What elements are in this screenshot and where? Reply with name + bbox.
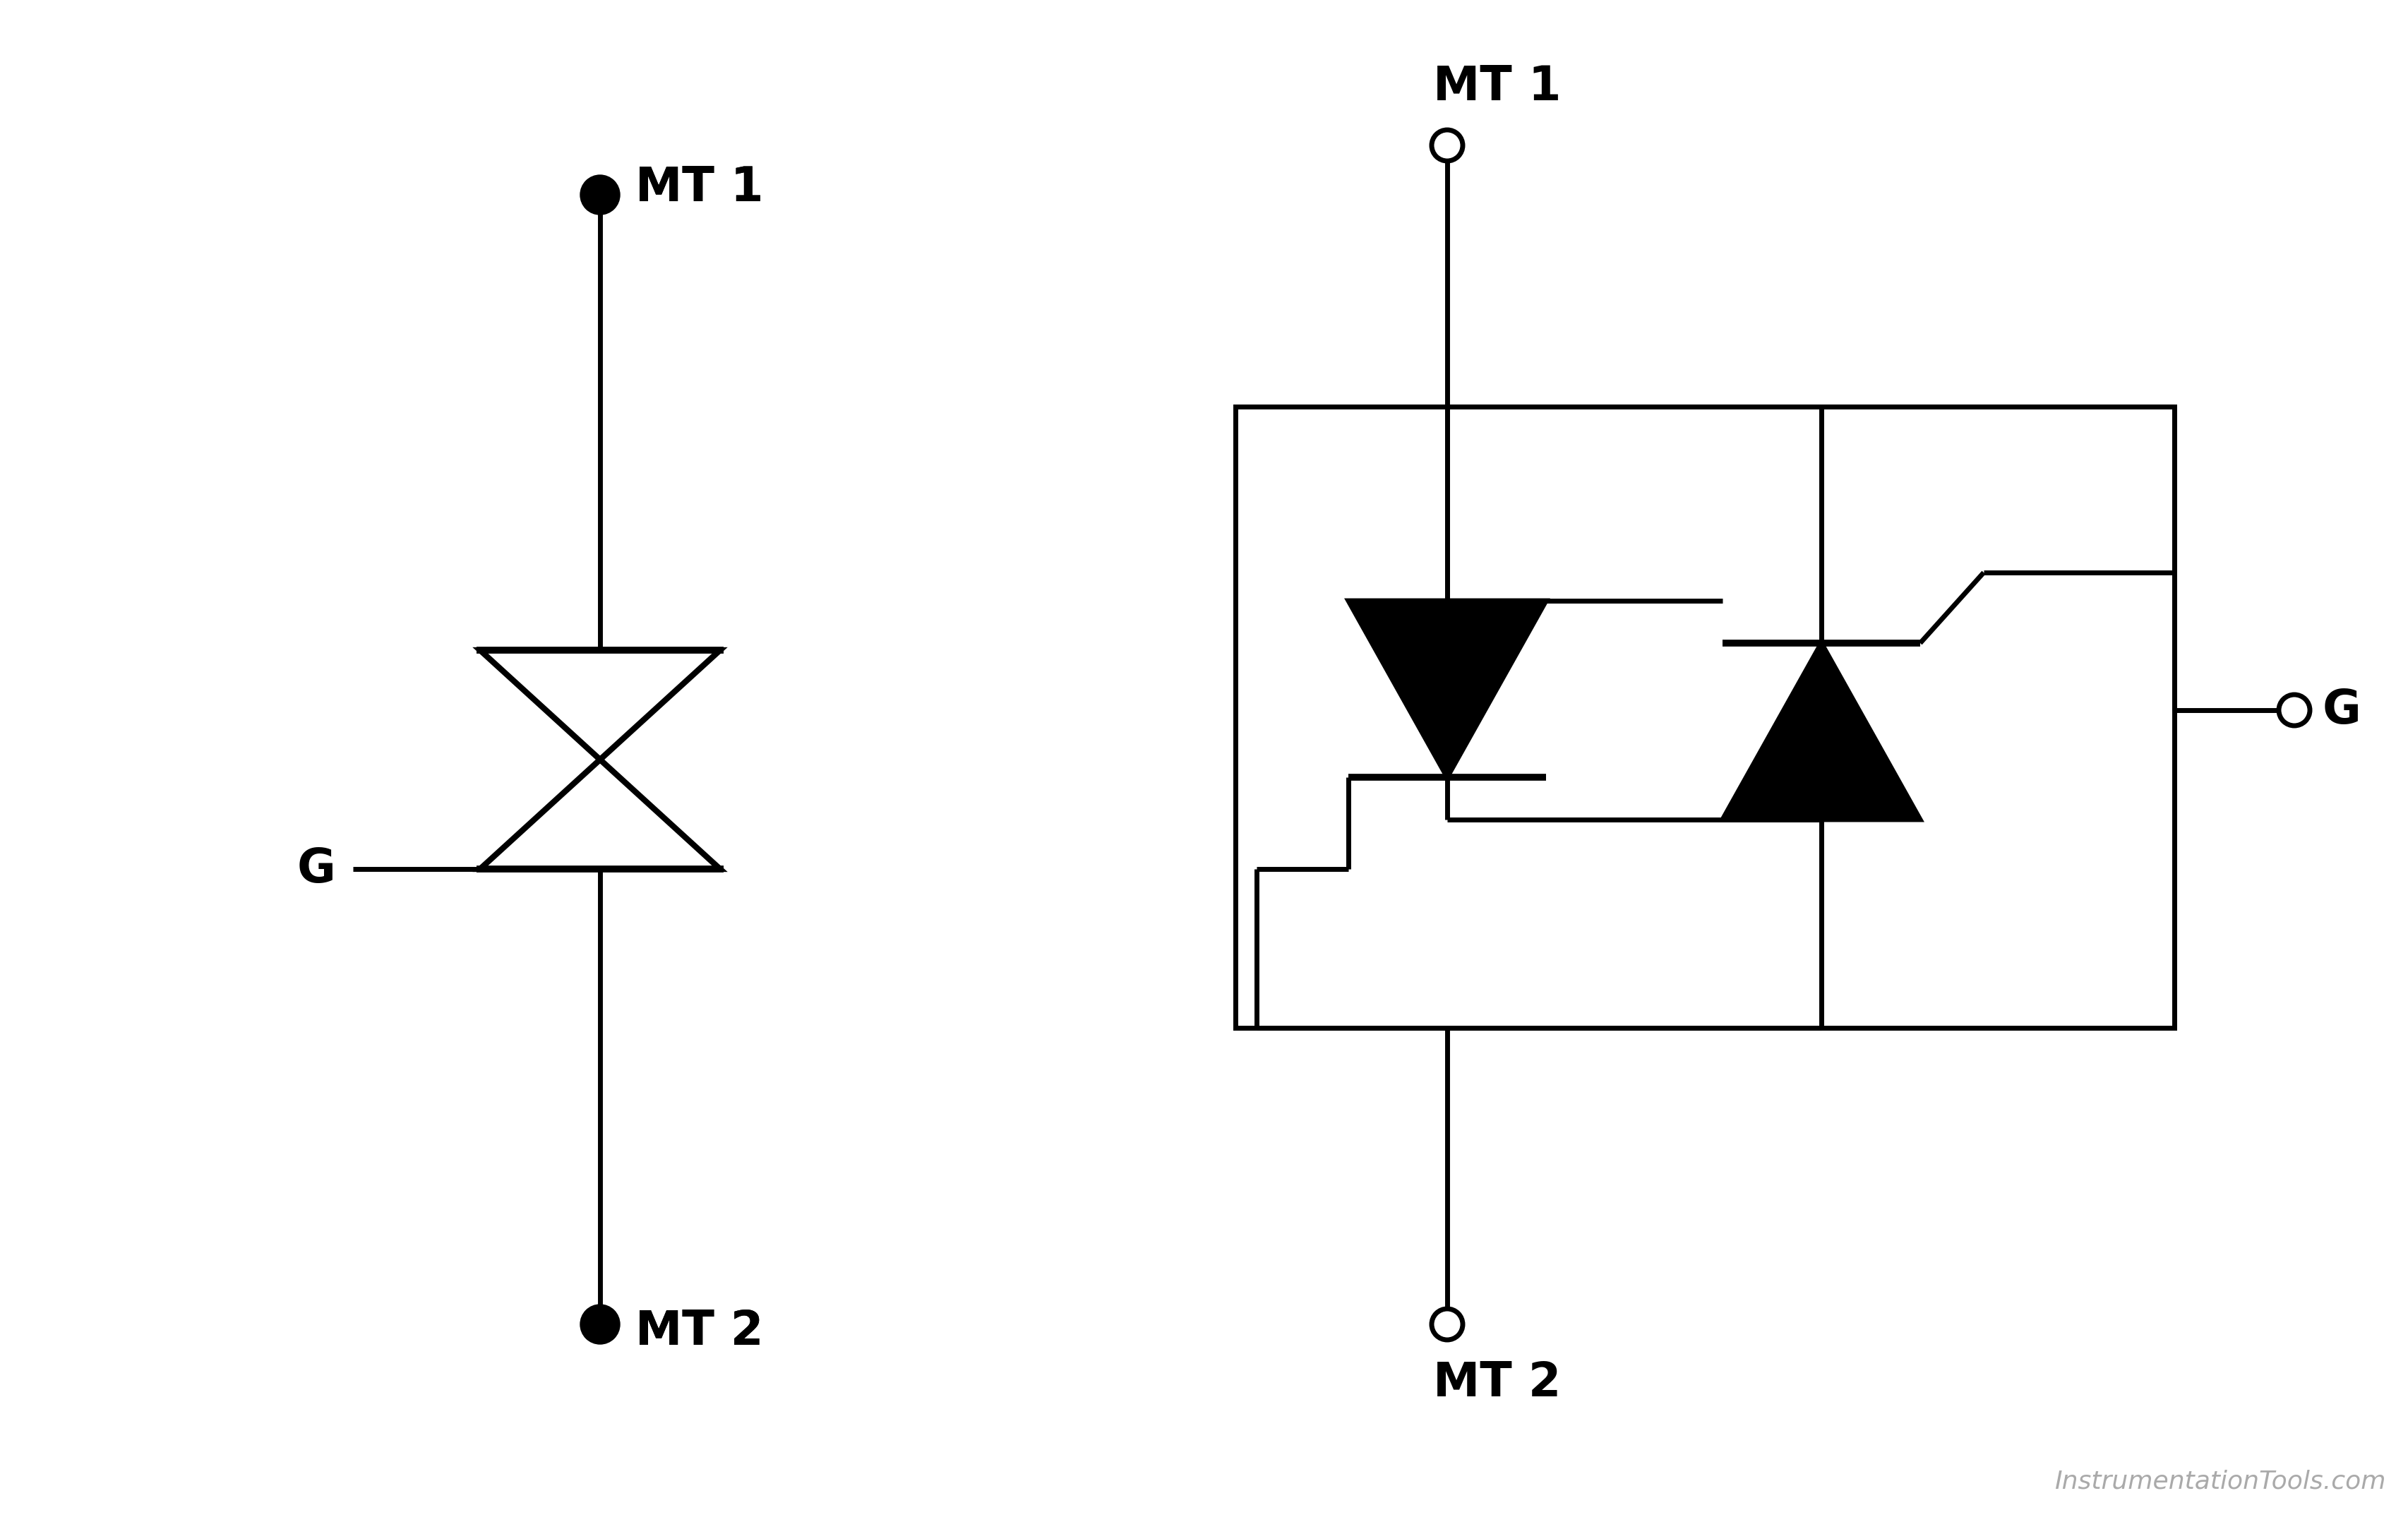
Text: MT 1: MT 1 [1433,64,1560,110]
Circle shape [580,175,619,215]
Text: MT 1: MT 1 [636,164,763,212]
Circle shape [580,1304,619,1344]
Text: MT 1: MT 1 [636,164,763,212]
Text: G: G [2321,686,2360,734]
Bar [1235,406,2174,1027]
Text: MT 2: MT 2 [636,1307,763,1355]
Text: G: G [296,846,335,892]
Text: MT 2: MT 2 [1433,1359,1560,1406]
Polygon shape [1348,601,1546,778]
Polygon shape [1722,644,1919,819]
Text: MT 2: MT 2 [636,1307,763,1355]
Text: InstrumentationTools.com: InstrumentationTools.com [2054,1470,2386,1493]
